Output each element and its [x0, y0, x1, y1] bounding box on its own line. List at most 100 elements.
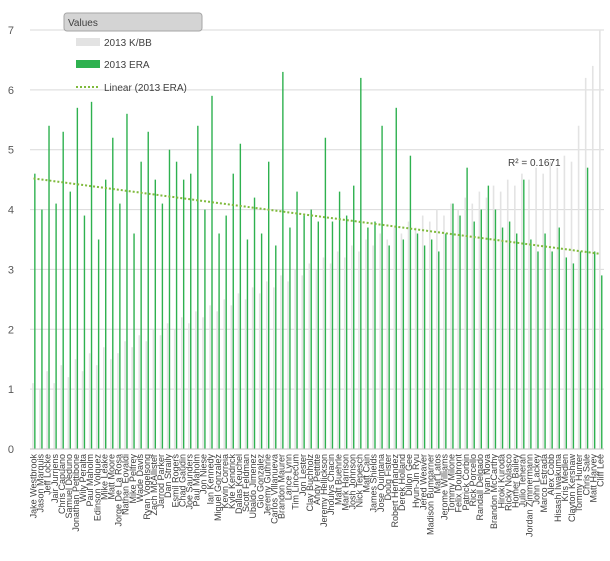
- era-bar: [175, 161, 178, 449]
- kbb-bar: [414, 227, 417, 449]
- kbb-bar: [358, 251, 360, 449]
- x-tick-label: Homer Bailey: [510, 454, 520, 509]
- era-bar: [459, 215, 461, 449]
- y-tick-label: 6: [8, 85, 14, 97]
- kbb-bar: [492, 185, 495, 449]
- kbb-bar: [584, 77, 587, 449]
- x-tick-label: Wily Peralta: [78, 454, 88, 502]
- legend-header[interactable]: [63, 12, 203, 32]
- era-bar: [409, 155, 412, 449]
- x-tick-label: Patrick Corbin: [461, 454, 471, 511]
- era-bar: [303, 215, 305, 449]
- kbb-bar: [336, 251, 339, 449]
- era-bar: [360, 77, 362, 449]
- x-tick-label: Jordan Zimmermann: [525, 454, 535, 537]
- era-bar: [395, 107, 397, 449]
- era-bar: [310, 209, 312, 449]
- x-tick-label: Rick Porcello: [468, 454, 478, 507]
- x-tick-label: Matt Moore: [106, 454, 116, 500]
- x-tick-label: Ubaldo Jimenez: [248, 454, 258, 519]
- kbb-bar: [443, 215, 445, 449]
- era-bar: [140, 161, 142, 449]
- kbb-bar: [173, 329, 176, 449]
- era-bar: [232, 173, 234, 449]
- kbb-bar: [308, 263, 311, 449]
- era-bar: [558, 227, 560, 449]
- kbb-bar: [46, 371, 48, 449]
- kbb-bar: [273, 287, 275, 449]
- era-bar: [197, 125, 199, 450]
- era-bar: [204, 209, 206, 449]
- era-bar: [76, 107, 79, 449]
- legend-header-label: Values: [68, 18, 98, 29]
- era-bar: [353, 185, 355, 449]
- kbb-bar: [421, 215, 424, 449]
- era-bar: [338, 191, 341, 450]
- kbb-bar: [301, 275, 304, 449]
- era-bar: [275, 245, 277, 449]
- x-tick-label: Gio Gonzalez: [255, 454, 265, 509]
- era-bar: [423, 245, 426, 449]
- kbb-bar: [159, 335, 162, 449]
- kbb-bar: [556, 167, 559, 450]
- kbb-bar: [294, 269, 296, 449]
- era-bar: [324, 137, 327, 450]
- x-tick-label: Jhoulys Chacin: [326, 454, 336, 515]
- kbb-bar: [216, 311, 218, 449]
- x-tick-label: Dillon Gee: [404, 454, 414, 496]
- kbb-bar: [81, 371, 84, 449]
- kbb-bar: [549, 161, 552, 449]
- x-tick-label: Jair Jurrjens: [50, 454, 60, 504]
- x-tick-label: Wade Davis: [135, 454, 145, 503]
- x-tick-label: Brandon Maurer: [277, 454, 287, 519]
- x-tick-label: Miguel Gonzalez: [213, 454, 223, 522]
- kbb-bar: [599, 30, 601, 449]
- era-bar-series: [34, 71, 603, 450]
- y-tick-label: 3: [8, 264, 14, 276]
- x-tick-label: Scott Feldman: [241, 454, 251, 512]
- era-bar: [55, 203, 57, 449]
- kbb-bar: [315, 269, 318, 449]
- x-tick-label: Mike Pelfrey: [128, 454, 138, 504]
- x-tick-label: Randall Delgado: [475, 454, 485, 521]
- kbb-bar: [535, 167, 537, 450]
- x-tick-label: Jake Westbrook: [29, 454, 39, 519]
- era-bar: [147, 131, 149, 449]
- x-tick-label: Zach McAllister: [149, 454, 159, 516]
- era-bar: [225, 215, 227, 449]
- x-tick-label: Joe Saunders: [184, 454, 194, 510]
- x-tick-label: Paul Maholm: [85, 454, 95, 507]
- era-bar: [69, 191, 71, 450]
- x-tick-label: Dallas Keuchel: [234, 454, 244, 514]
- legend-swatch-era: [76, 60, 100, 68]
- era-bar: [112, 137, 114, 450]
- kbb-bar: [428, 221, 431, 449]
- x-tick-label: Doug Fister: [383, 454, 393, 501]
- era-bar: [551, 251, 553, 449]
- x-tick-label: Josh Johnson: [347, 454, 357, 510]
- era-bar: [239, 143, 242, 450]
- kbb-bar: [563, 155, 566, 449]
- kbb-bar: [343, 257, 346, 449]
- era-bar: [48, 125, 50, 450]
- x-tick-label: Jose Quintana: [376, 454, 386, 512]
- era-bar: [62, 131, 64, 449]
- kbb-bar: [521, 173, 523, 449]
- kbb-bar: [103, 347, 105, 449]
- era-bar: [105, 179, 107, 449]
- era-bar: [260, 233, 263, 449]
- kbb-bar: [244, 299, 247, 449]
- kbb-bar: [322, 257, 325, 449]
- x-tick-label: Clayton Kershaw: [567, 454, 577, 523]
- x-tick-label: Jerome Williams: [440, 454, 450, 521]
- x-tick-label: Jason Marquis: [36, 454, 46, 513]
- x-tick-label: Clay Buchholz: [305, 454, 315, 512]
- kbb-bar: [180, 317, 183, 449]
- r-squared-annotation: R² = 0.1671: [508, 158, 561, 169]
- era-bar: [154, 179, 157, 449]
- legend: Values 2013 K/BB 2013 ERA Linear (2013 E…: [63, 12, 203, 94]
- x-tick-label: Cliff Lee: [595, 454, 605, 487]
- era-bar: [487, 185, 490, 449]
- x-tick-label: Matt Buehrle: [333, 454, 343, 505]
